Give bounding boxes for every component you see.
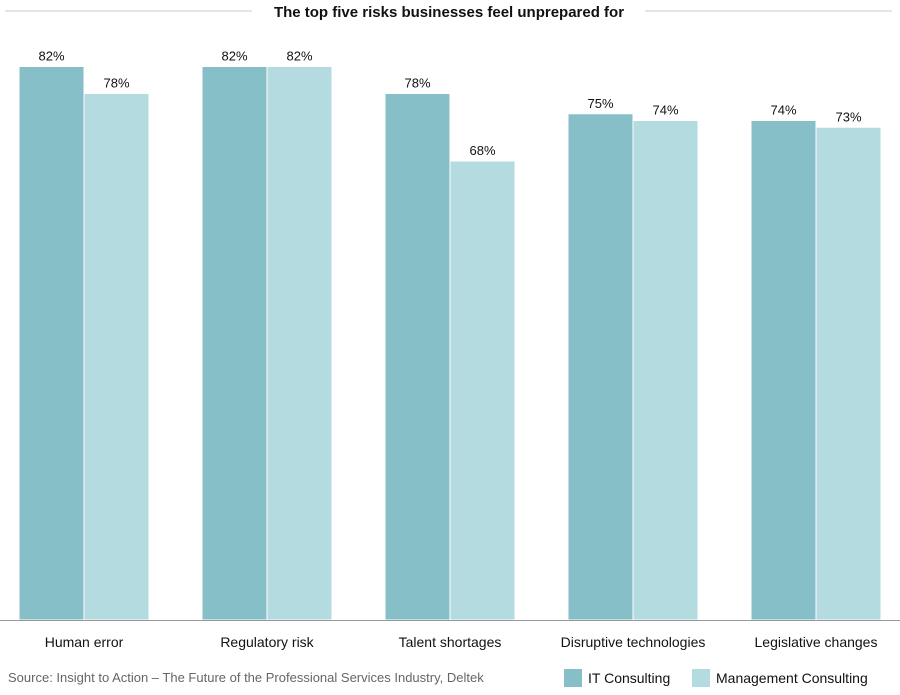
category-label-disruptive-technologies: Disruptive technologies: [561, 634, 706, 650]
bar-talent-shortages-management-consulting: [449, 160, 516, 621]
bar-human-error-it-consulting: [18, 66, 85, 621]
value-label-legislative-changes-management-consulting: 73%: [835, 109, 861, 124]
value-label-disruptive-technologies-management-consulting: 74%: [652, 103, 678, 118]
legend-label: Management Consulting: [716, 670, 868, 686]
bar-legislative-changes-it-consulting: [750, 120, 817, 621]
value-label-human-error-it-consulting: 82%: [38, 49, 64, 64]
bars-group: 82% 78% 82% 82% 78% 68% 75% 74% 74% 73%: [18, 49, 882, 621]
category-label-human-error: Human error: [45, 634, 124, 650]
category-label-regulatory-risk: Regulatory risk: [220, 634, 314, 650]
category-labels: Human error Regulatory risk Talent shortag…: [45, 634, 878, 650]
value-label-legislative-changes-it-consulting: 74%: [770, 103, 796, 118]
legend-item-it-consulting: IT Consulting: [564, 669, 670, 687]
category-label-legislative-changes: Legislative changes: [755, 634, 878, 650]
bar-disruptive-technologies-it-consulting: [567, 113, 634, 621]
value-label-human-error-management-consulting: 78%: [103, 76, 129, 91]
value-label-regulatory-risk-it-consulting: 82%: [221, 49, 247, 64]
bar-human-error-management-consulting: [83, 93, 150, 621]
legend-swatch: [564, 669, 582, 687]
value-label-regulatory-risk-management-consulting: 82%: [286, 49, 312, 64]
value-label-talent-shortages-management-consulting: 68%: [469, 143, 495, 158]
legend-swatch: [692, 669, 710, 687]
category-label-talent-shortages: Talent shortages: [399, 634, 502, 650]
bar-disruptive-technologies-management-consulting: [632, 120, 699, 621]
chart-title: The top five risks businesses feel unpre…: [274, 4, 624, 21]
legend-item-management-consulting: Management Consulting: [692, 669, 868, 687]
value-label-talent-shortages-it-consulting: 78%: [404, 76, 430, 91]
bar-regulatory-risk-management-consulting: [266, 66, 333, 621]
bar-talent-shortages-it-consulting: [384, 93, 451, 621]
bar-regulatory-risk-it-consulting: [201, 66, 268, 621]
value-label-disruptive-technologies-it-consulting: 75%: [587, 96, 613, 111]
bar-legislative-changes-management-consulting: [815, 126, 882, 621]
source-note: Source: Insight to Action – The Future o…: [8, 670, 484, 685]
legend-label: IT Consulting: [588, 670, 671, 686]
